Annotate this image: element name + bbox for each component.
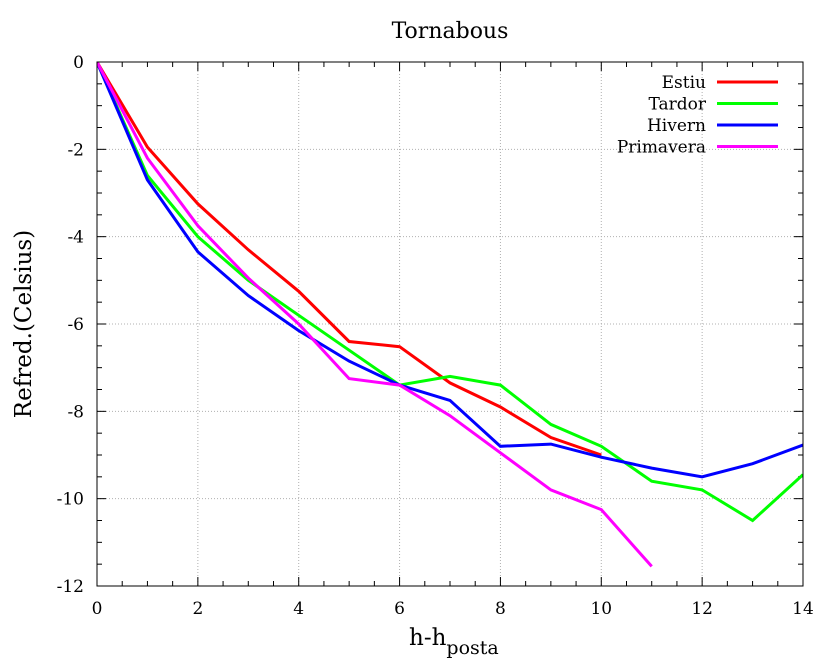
y-axis-label: Refred.(Celsius) (11, 230, 37, 418)
y-tick-label: -2 (67, 140, 84, 160)
x-axis-label-sub: posta (446, 637, 498, 659)
y-tick-label: 0 (73, 53, 84, 73)
series-line-hivern (97, 62, 803, 479)
legend-label-hivern: Hivern (647, 116, 706, 136)
legend-label-primavera: Primavera (617, 138, 706, 158)
plot-frame (96, 61, 804, 587)
y-tick-label: -8 (67, 402, 84, 422)
x-tick-label: 0 (92, 599, 103, 619)
x-tick-label: 4 (293, 599, 304, 619)
x-tick-label: 14 (792, 599, 814, 619)
series-line-primavera (97, 62, 653, 568)
y-tick-label: -12 (57, 577, 84, 597)
y-tick-label: -4 (67, 228, 84, 248)
series-line-tardor (97, 62, 803, 523)
y-tick-label: -10 (57, 490, 84, 510)
x-tick-label: 10 (590, 599, 612, 619)
legend-label-estiu: Estiu (662, 73, 706, 93)
x-axis-label: h-hposta (409, 625, 499, 659)
tick-labels: 0 2 4 6 8 10 12 14 0 -2 -4 -6 -8 -10 -12 (57, 53, 814, 619)
x-tick-label: 6 (394, 599, 405, 619)
series-lines (97, 62, 803, 568)
y-tick-label: -6 (67, 315, 84, 335)
legend-label-tardor: Tardor (648, 95, 706, 115)
chart-title: Tornabous (392, 19, 509, 44)
x-axis-label-main: h-h (409, 625, 447, 651)
x-tick-label: 8 (495, 599, 506, 619)
series-line-estiu (97, 62, 602, 457)
x-tick-label: 12 (691, 599, 713, 619)
x-tick-label: 2 (192, 599, 203, 619)
